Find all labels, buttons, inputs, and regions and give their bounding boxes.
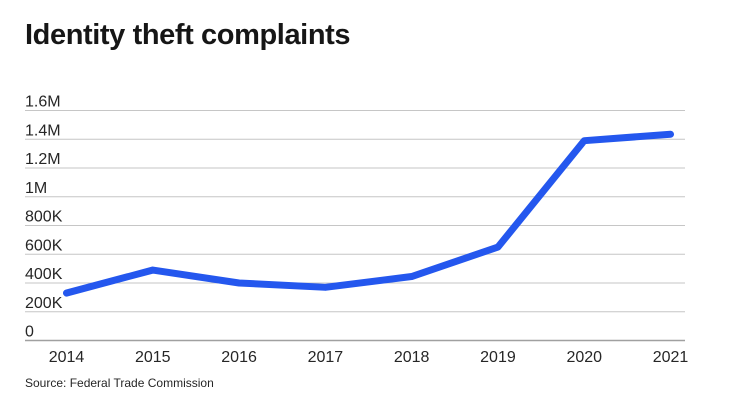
chart-title: Identity theft complaints (25, 19, 351, 51)
x-axis-tick-label: 2021 (653, 349, 689, 366)
y-axis-tick-label: 1.2M (25, 151, 61, 168)
y-axis-tick-label: 1.4M (25, 122, 61, 139)
x-axis-tick-label: 2014 (49, 349, 85, 366)
x-axis-tick-label: 2019 (480, 349, 516, 366)
source-note: Source: Federal Trade Commission (25, 376, 214, 390)
y-axis-tick-label: 800K (25, 209, 63, 226)
y-axis-tick-label: 200K (25, 295, 63, 312)
y-axis-tick-label: 1M (25, 180, 47, 197)
y-axis-tick-label: 600K (25, 237, 63, 254)
x-axis-tick-label: 2017 (308, 349, 344, 366)
x-axis-tick-label: 2018 (394, 349, 430, 366)
x-axis-tick-label: 2016 (221, 349, 257, 366)
x-axis-tick-label: 2015 (135, 349, 171, 366)
y-axis-tick-label: 0 (25, 324, 34, 341)
y-axis-tick-label: 400K (25, 266, 63, 283)
data-line-identity-theft-complaints (63, 130, 675, 297)
x-axis-tick-label: 2020 (566, 349, 602, 366)
y-axis-tick-label: 1.6M (25, 94, 61, 111)
